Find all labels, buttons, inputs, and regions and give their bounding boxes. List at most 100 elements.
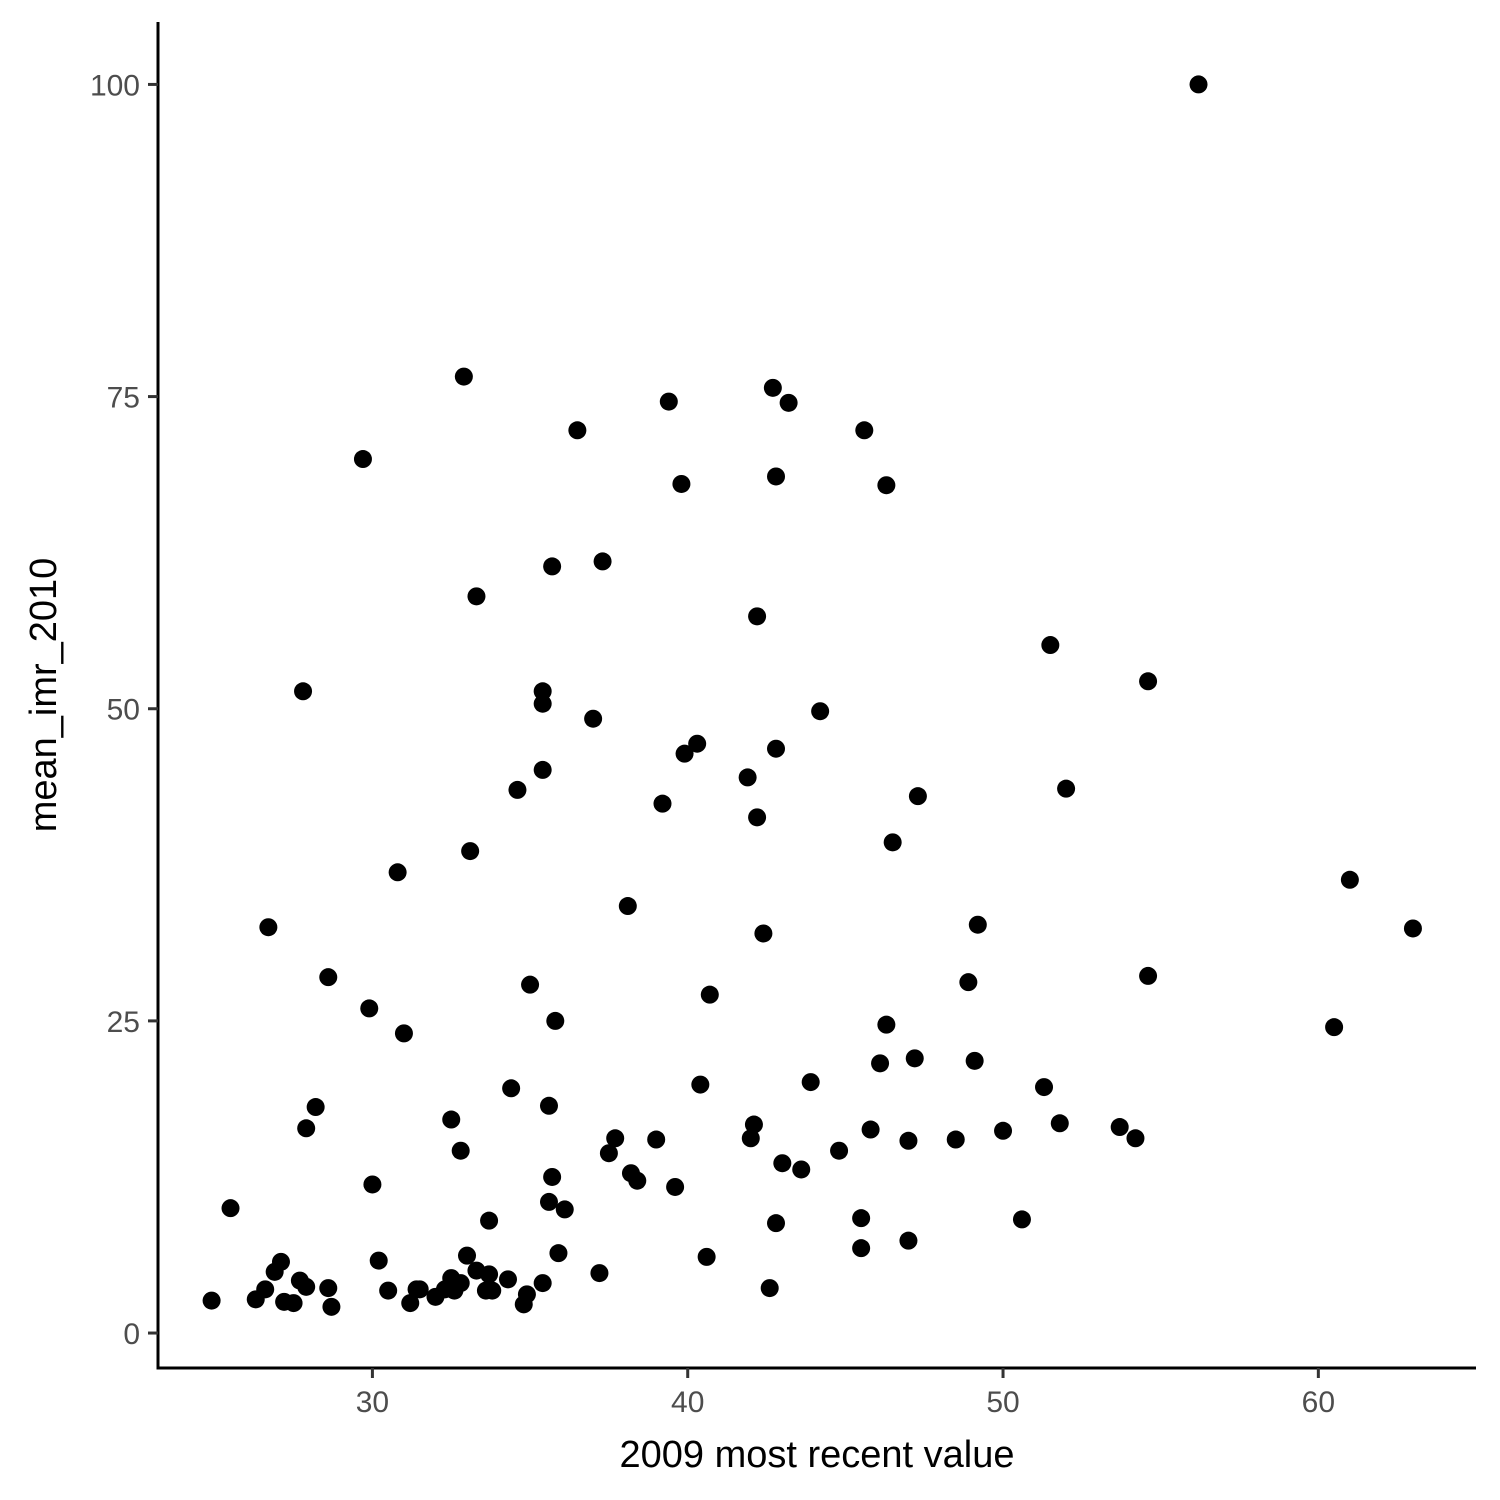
data-point — [297, 1119, 316, 1138]
data-point — [748, 607, 767, 626]
data-point — [760, 1279, 779, 1298]
data-point — [767, 739, 786, 758]
data-point — [517, 1285, 536, 1304]
data-point — [852, 1239, 871, 1258]
data-point — [1189, 75, 1208, 94]
data-point — [647, 1130, 666, 1149]
data-point — [458, 1246, 477, 1265]
points-layer — [202, 75, 1422, 1316]
data-point — [461, 842, 480, 861]
data-point — [445, 1281, 464, 1300]
data-point — [767, 1214, 786, 1233]
data-point — [426, 1287, 445, 1306]
data-point — [483, 1281, 502, 1300]
data-point — [369, 1251, 388, 1270]
data-point — [606, 1129, 625, 1148]
data-point — [877, 476, 896, 495]
data-point — [697, 1247, 716, 1266]
data-point — [294, 682, 313, 701]
data-point — [830, 1141, 849, 1160]
data-point — [653, 794, 672, 813]
data-point — [994, 1121, 1013, 1140]
data-point — [675, 744, 694, 763]
data-point — [498, 1270, 517, 1289]
data-point — [306, 1098, 325, 1117]
data-point — [533, 1274, 552, 1293]
data-point — [899, 1131, 918, 1150]
data-point — [539, 1192, 558, 1211]
data-point — [546, 1011, 565, 1030]
data-point — [1139, 672, 1158, 691]
data-point — [618, 897, 637, 916]
data-point — [454, 367, 473, 386]
data-point — [672, 474, 691, 493]
data-point — [1403, 919, 1422, 938]
data-point — [410, 1280, 429, 1299]
data-point — [363, 1175, 382, 1194]
data-point — [1110, 1118, 1129, 1137]
y-tick-label: 100 — [90, 69, 140, 102]
data-point — [379, 1281, 398, 1300]
data-point — [767, 467, 786, 486]
data-point — [502, 1079, 521, 1098]
data-point — [360, 999, 379, 1018]
data-point — [1050, 1114, 1069, 1133]
data-point — [792, 1160, 811, 1179]
data-point — [748, 808, 767, 827]
y-tick-label: 75 — [107, 382, 140, 415]
data-point — [946, 1130, 965, 1149]
data-point — [1139, 966, 1158, 985]
data-point — [442, 1110, 461, 1129]
data-point — [738, 768, 757, 787]
data-point — [388, 863, 407, 882]
y-tick-label: 25 — [107, 1006, 140, 1039]
data-point — [852, 1209, 871, 1228]
data-point — [284, 1294, 303, 1313]
data-point — [968, 915, 987, 934]
data-point — [659, 392, 678, 411]
x-tick-label: 60 — [1302, 1386, 1335, 1419]
data-point — [394, 1024, 413, 1043]
data-point — [899, 1231, 918, 1250]
data-point — [265, 1262, 284, 1281]
data-point — [319, 1279, 338, 1298]
x-axis-title: 2009 most recent value — [619, 1434, 1014, 1476]
data-point — [539, 1096, 558, 1115]
data-point — [883, 833, 902, 852]
data-point — [533, 682, 552, 701]
x-axis-ticks: 30 40 50 60 — [356, 1368, 1335, 1419]
data-point — [549, 1244, 568, 1263]
data-point — [871, 1054, 890, 1073]
data-point — [688, 734, 707, 753]
data-point — [543, 557, 562, 576]
data-point — [533, 694, 552, 713]
data-point — [628, 1171, 647, 1190]
data-point — [543, 1167, 562, 1186]
data-point — [353, 450, 372, 469]
data-point — [533, 760, 552, 779]
x-tick-label: 50 — [986, 1386, 1019, 1419]
data-point — [959, 973, 978, 992]
data-point — [246, 1290, 265, 1309]
data-point — [754, 924, 773, 943]
data-point — [202, 1291, 221, 1310]
data-point — [1035, 1078, 1054, 1097]
data-point — [593, 552, 612, 571]
data-point — [861, 1120, 880, 1139]
data-point — [1340, 870, 1359, 889]
data-point — [259, 918, 278, 937]
data-point — [905, 1049, 924, 1068]
data-point — [1057, 779, 1076, 798]
data-point — [221, 1199, 240, 1218]
data-point — [521, 975, 540, 994]
data-point — [741, 1129, 760, 1148]
data-point — [568, 421, 587, 440]
data-point — [1325, 1018, 1344, 1037]
data-point — [744, 1115, 763, 1134]
data-point — [555, 1200, 574, 1219]
data-point — [700, 985, 719, 1004]
data-point — [811, 702, 830, 721]
data-point — [508, 780, 527, 799]
y-tick-label: 50 — [107, 694, 140, 727]
